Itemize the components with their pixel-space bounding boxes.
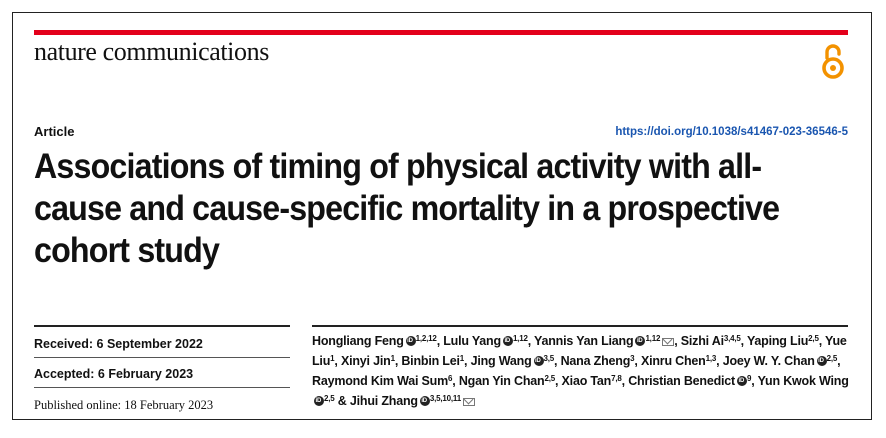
author-name: Xinyi Jin bbox=[340, 354, 391, 368]
author-name: Yue Liu bbox=[312, 334, 847, 368]
orcid-icon[interactable] bbox=[405, 336, 416, 346]
author-name: Nana Zheng bbox=[560, 354, 631, 368]
author-name: Xiao Tan bbox=[561, 374, 612, 388]
author-name: Jihui Zhang bbox=[349, 394, 418, 408]
published-date: Published online: 18 February 2023 bbox=[34, 398, 214, 412]
affiliation-numbers: 7,8 bbox=[611, 374, 622, 383]
author[interactable]: Jihui Zhang 3,5,10,11 bbox=[350, 394, 475, 408]
author[interactable]: Yaping Liu2,5 bbox=[747, 334, 819, 348]
doi-link[interactable]: https://doi.org/10.1038/s41467-023-36546… bbox=[615, 126, 848, 138]
author[interactable]: Sizhi Ai3,4,5 bbox=[681, 334, 741, 348]
article-type: Article bbox=[34, 124, 75, 139]
orcid-icon[interactable] bbox=[502, 336, 513, 346]
affiliation-numbers: 1,2,12 bbox=[415, 334, 437, 343]
author[interactable]: Yun Kwok Wing 2,5 bbox=[312, 374, 849, 408]
affiliation-numbers: 1 bbox=[459, 354, 465, 363]
affiliation-numbers: 6 bbox=[448, 374, 453, 383]
orcid-icon[interactable] bbox=[314, 396, 324, 406]
author-name: Christian Benedict bbox=[628, 374, 736, 388]
author[interactable]: Joey W. Y. Chan 2,5 bbox=[722, 354, 838, 368]
author[interactable]: Raymond Kim Wai Sum6 bbox=[312, 374, 453, 388]
journal-header-bar bbox=[34, 30, 848, 35]
affiliation-numbers: 2,5 bbox=[808, 334, 819, 343]
author-name: Yaping Liu bbox=[746, 334, 809, 348]
author-name: Sizhi Ai bbox=[680, 334, 724, 348]
author[interactable]: Yannis Yan Liang 1,12 bbox=[534, 334, 675, 348]
affiliation-numbers: 1,12 bbox=[645, 334, 661, 343]
accepted-date: Accepted: 6 February 2023 bbox=[34, 367, 194, 381]
author[interactable]: Ngan Yin Chan2,5 bbox=[459, 374, 555, 388]
affiliation-numbers: 3,5,10,11 bbox=[429, 394, 461, 403]
author[interactable]: Yue Liu1 bbox=[312, 334, 847, 368]
orcid-icon[interactable] bbox=[419, 396, 430, 406]
affiliation-numbers: 9 bbox=[747, 374, 752, 383]
affiliation-numbers: 3,5 bbox=[543, 354, 555, 363]
author[interactable]: Xiao Tan7,8 bbox=[562, 374, 622, 388]
author[interactable]: Hongliang Feng 1,2,12 bbox=[312, 334, 437, 348]
author[interactable]: Xinyi Jin1 bbox=[341, 354, 395, 368]
article-title: Associations of timing of physical activ… bbox=[34, 147, 780, 270]
affiliation-numbers: 1 bbox=[330, 354, 335, 363]
orcid-icon[interactable] bbox=[635, 336, 646, 346]
author-name: Yun Kwok Wing bbox=[757, 374, 849, 388]
author-name: Xinru Chen bbox=[640, 354, 706, 368]
affiliation-numbers: 1 bbox=[390, 354, 395, 363]
divider bbox=[34, 357, 290, 358]
author[interactable]: Jing Wang 3,5 bbox=[470, 354, 555, 368]
open-access-icon bbox=[822, 44, 844, 79]
affiliation-numbers: 3 bbox=[630, 354, 635, 363]
page-frame bbox=[12, 12, 872, 420]
author-name: Ngan Yin Chan bbox=[458, 374, 545, 388]
received-date: Received: 6 September 2022 bbox=[34, 337, 203, 351]
author-name: Lulu Yang bbox=[443, 334, 501, 348]
affiliation-numbers: 1,3 bbox=[705, 354, 717, 363]
author[interactable]: Binbin Lei1 bbox=[401, 354, 464, 368]
orcid-icon[interactable] bbox=[816, 356, 827, 366]
divider bbox=[34, 387, 290, 388]
author-name: Jing Wang bbox=[470, 354, 532, 368]
divider bbox=[34, 325, 290, 327]
author-name: Joey W. Y. Chan bbox=[722, 354, 815, 368]
author-name: Hongliang Feng bbox=[312, 334, 404, 348]
journal-name: nature communications bbox=[34, 37, 269, 66]
author-list: Hongliang Feng1,2,12, Lulu Yang1,12, Yan… bbox=[312, 331, 857, 411]
orcid-icon[interactable] bbox=[533, 356, 544, 366]
affiliation-numbers: 1,12 bbox=[512, 334, 528, 343]
mail-icon[interactable] bbox=[662, 338, 675, 346]
affiliation-numbers: 3,4,5 bbox=[723, 334, 741, 343]
orcid-icon[interactable] bbox=[737, 376, 748, 386]
author-name: Yannis Yan Liang bbox=[534, 334, 634, 348]
author-name: Binbin Lei bbox=[401, 354, 460, 368]
affiliation-numbers: 2,5 bbox=[544, 374, 555, 383]
author[interactable]: Christian Benedict 9 bbox=[628, 374, 751, 388]
affiliation-numbers: 2,5 bbox=[826, 354, 838, 363]
author[interactable]: Nana Zheng3 bbox=[561, 354, 635, 368]
mail-icon[interactable] bbox=[462, 398, 475, 406]
affiliation-numbers: 2,5 bbox=[324, 394, 335, 403]
author[interactable]: Xinru Chen1,3 bbox=[641, 354, 716, 368]
divider bbox=[312, 325, 848, 327]
author-name: Raymond Kim Wai Sum bbox=[312, 374, 449, 388]
author[interactable]: Lulu Yang 1,12 bbox=[443, 334, 528, 348]
